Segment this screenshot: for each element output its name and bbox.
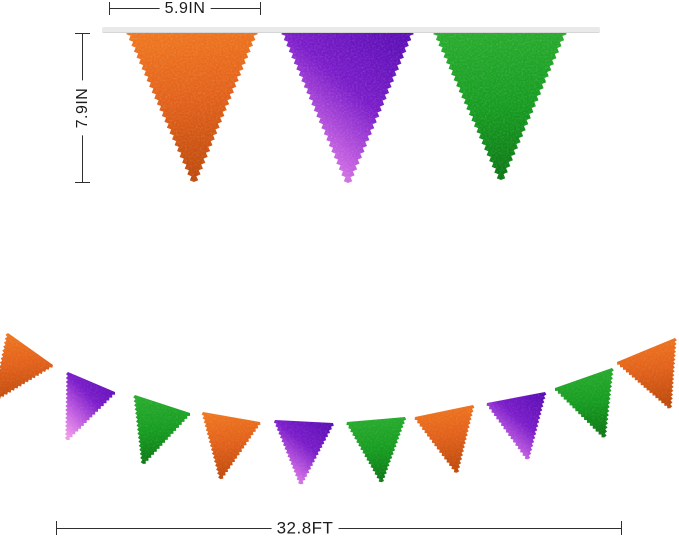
banner-length-dimension: 32.8FT [56, 519, 622, 537]
dimension-tick [621, 521, 622, 535]
foil-sparkle-overlay [281, 30, 414, 183]
foil-sparkle-overlay [555, 368, 614, 438]
foil-sparkle-overlay [414, 405, 475, 473]
foil-sparkle-overlay [346, 417, 407, 483]
banner-string [102, 27, 600, 33]
foil-sparkle-overlay [486, 392, 547, 460]
foil-sparkle-overlay [133, 395, 191, 464]
dimension-tick [260, 2, 261, 15]
foil-sparkle-overlay [64, 372, 115, 440]
foil-sparkle-overlay [0, 333, 53, 399]
flag-height-label: 7.9IN [74, 80, 91, 136]
foil-sparkle-overlay [433, 30, 567, 180]
flag-width-dimension: 5.9IN [109, 0, 261, 17]
foil-sparkle-overlay [273, 420, 334, 485]
flag-width-label: 5.9IN [159, 0, 211, 17]
foil-sparkle-overlay [617, 338, 677, 409]
banner-length-label: 32.8FT [271, 519, 339, 537]
flag-height-dimension: 7.9IN [74, 33, 91, 183]
dimension-line [56, 528, 622, 529]
foil-sparkle-overlay [126, 30, 258, 182]
dimension-tick [75, 182, 90, 183]
foil-sparkle-overlay [201, 412, 261, 480]
